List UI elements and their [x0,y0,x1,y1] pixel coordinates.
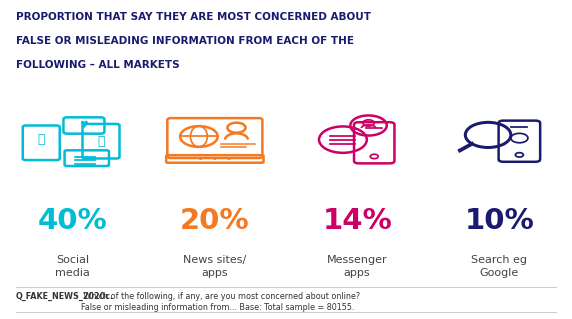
Text: 14%: 14% [322,207,392,235]
Text: Which of the following, if any, are you most concerned about online?
False or mi: Which of the following, if any, are you … [81,292,360,313]
Text: Q_FAKE_NEWS_2020c.: Q_FAKE_NEWS_2020c. [15,292,114,301]
Circle shape [213,158,217,160]
Text: PROPORTION THAT SAY THEY ARE MOST CONCERNED ABOUT: PROPORTION THAT SAY THEY ARE MOST CONCER… [15,12,371,22]
Text: FALSE OR MISLEADING INFORMATION FROM EACH OF THE: FALSE OR MISLEADING INFORMATION FROM EAC… [15,36,353,46]
Text: Social
media: Social media [55,255,90,278]
Text: News sites/
apps: News sites/ apps [183,255,247,278]
Text: 10%: 10% [464,207,534,235]
Text: 👍: 👍 [38,133,45,146]
Text: 20%: 20% [180,207,249,235]
Circle shape [228,158,231,160]
Text: 40%: 40% [38,207,108,235]
Text: Messenger
apps: Messenger apps [327,255,387,278]
Text: FOLLOWING – ALL MARKETS: FOLLOWING – ALL MARKETS [15,60,179,70]
Circle shape [199,158,202,160]
Text: 👍: 👍 [97,135,105,148]
Text: Search eg
Google: Search eg Google [471,255,527,278]
Text: ♥: ♥ [80,121,88,130]
